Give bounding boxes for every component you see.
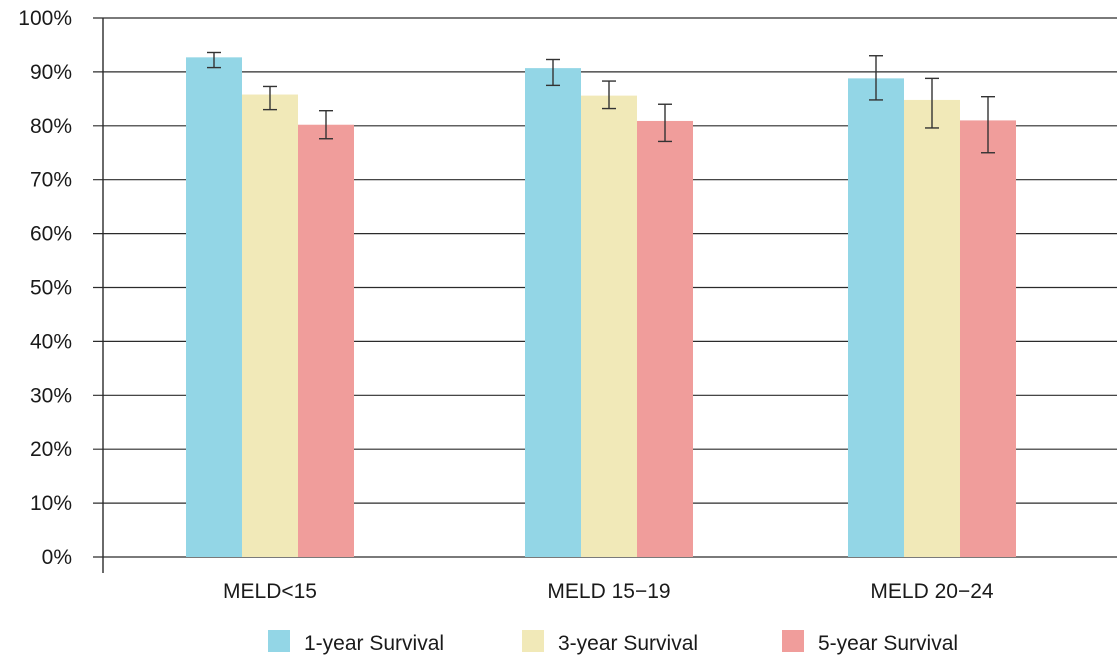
bar xyxy=(186,57,242,558)
bar xyxy=(525,68,581,557)
error-bars xyxy=(207,51,995,154)
bar xyxy=(904,99,960,557)
legend-swatch xyxy=(522,630,544,652)
bar xyxy=(637,120,693,557)
legend-swatch xyxy=(782,630,804,652)
y-tick-label: 100% xyxy=(18,7,72,30)
y-tick-label: 80% xyxy=(30,115,72,138)
x-axis-category-labels: MELD<15 MELD 15−19 MELD 20−24 xyxy=(223,580,994,603)
y-tick-label: 0% xyxy=(42,546,72,569)
x-category-label: MELD 15−19 xyxy=(547,580,670,603)
bars xyxy=(186,57,1016,558)
y-tick-label: 70% xyxy=(30,169,72,192)
legend-label: 5-year Survival xyxy=(818,632,958,655)
x-category-label: MELD 20−24 xyxy=(870,580,993,603)
legend: 1-year Survival 3-year Survival 5-year Sur… xyxy=(268,630,958,655)
legend-swatch xyxy=(268,630,290,652)
bar xyxy=(581,95,637,557)
bar xyxy=(848,78,904,558)
x-category-label: MELD<15 xyxy=(223,580,317,603)
y-tick-label: 40% xyxy=(30,330,72,353)
legend-label: 3-year Survival xyxy=(558,632,698,655)
y-tick-label: 10% xyxy=(30,492,72,515)
y-tick-label: 30% xyxy=(30,384,72,407)
bar xyxy=(960,120,1016,557)
y-tick-label: 60% xyxy=(30,223,72,246)
y-tick-label: 20% xyxy=(30,438,72,461)
y-tick-label: 50% xyxy=(30,277,72,300)
y-tick-label: 90% xyxy=(30,61,72,84)
bar xyxy=(242,94,298,558)
legend-label: 1-year Survival xyxy=(304,632,444,655)
bar xyxy=(298,124,354,558)
y-axis-tick-labels: 0% 10% 20% 30% 40% 50% 60% 70% 80% 90% 100% xyxy=(18,7,72,569)
